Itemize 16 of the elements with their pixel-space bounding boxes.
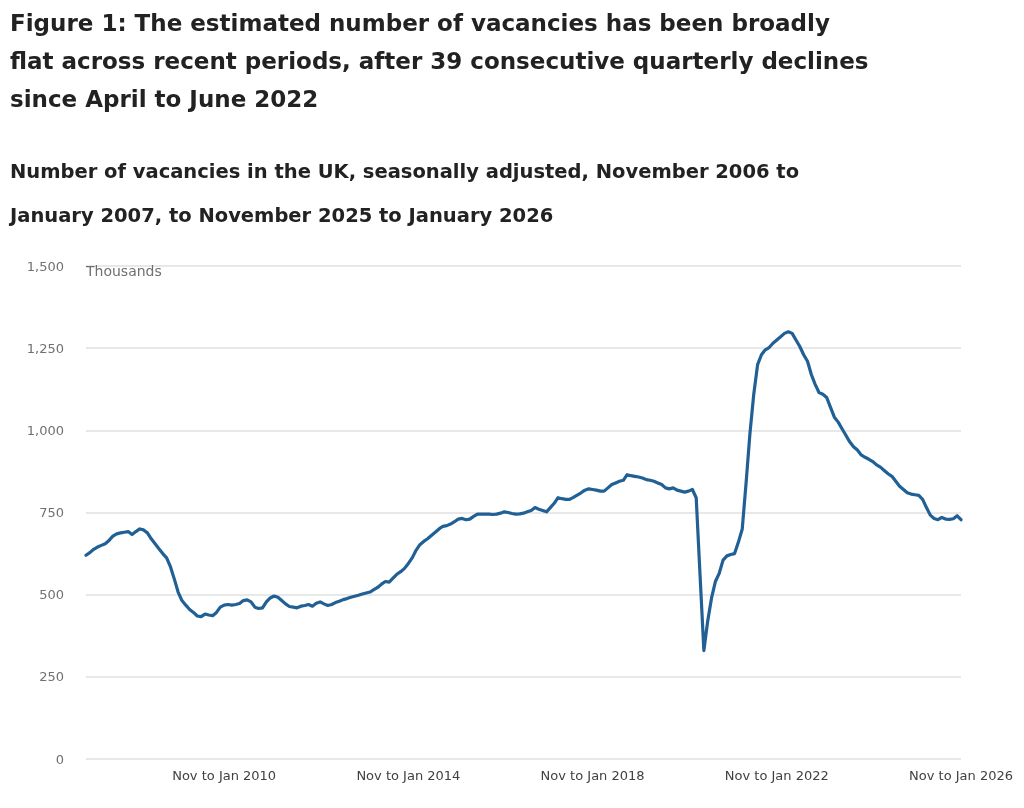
chart-subtitle: Number of vacancies in the UK, seasonally adjusted, November 2006 to January 2007, to November 2025 to January 2026 bbox=[10, 159, 801, 229]
x-tick-label: Nov to Jan 2010 bbox=[172, 768, 277, 783]
x-tick-label: Nov to Jan 2014 bbox=[356, 768, 461, 783]
y-tick-label: 0 bbox=[55, 751, 64, 767]
y-tick-label: 1,250 bbox=[26, 340, 64, 356]
x-tick-label: Nov to Jan 2022 bbox=[724, 768, 829, 783]
x-tick-label: Nov to Jan 2026 bbox=[909, 768, 1013, 783]
chart-title: Figure 1: The estimated number of vacancies has been broadly flat across recent periods, after 39 consecutive quarterly declines since April to June 2022 bbox=[10, 9, 870, 114]
y-tick-label: 750 bbox=[39, 505, 64, 520]
y-tick-label: 250 bbox=[39, 669, 64, 685]
y-axis-title: Thousands bbox=[85, 263, 162, 279]
y-tick-label: 1,500 bbox=[26, 258, 64, 274]
x-tick-label: Nov to Jan 2018 bbox=[540, 768, 645, 783]
y-tick-label: 1,000 bbox=[26, 422, 64, 438]
y-tick-label: 500 bbox=[39, 587, 64, 603]
line-series bbox=[84, 330, 963, 653]
